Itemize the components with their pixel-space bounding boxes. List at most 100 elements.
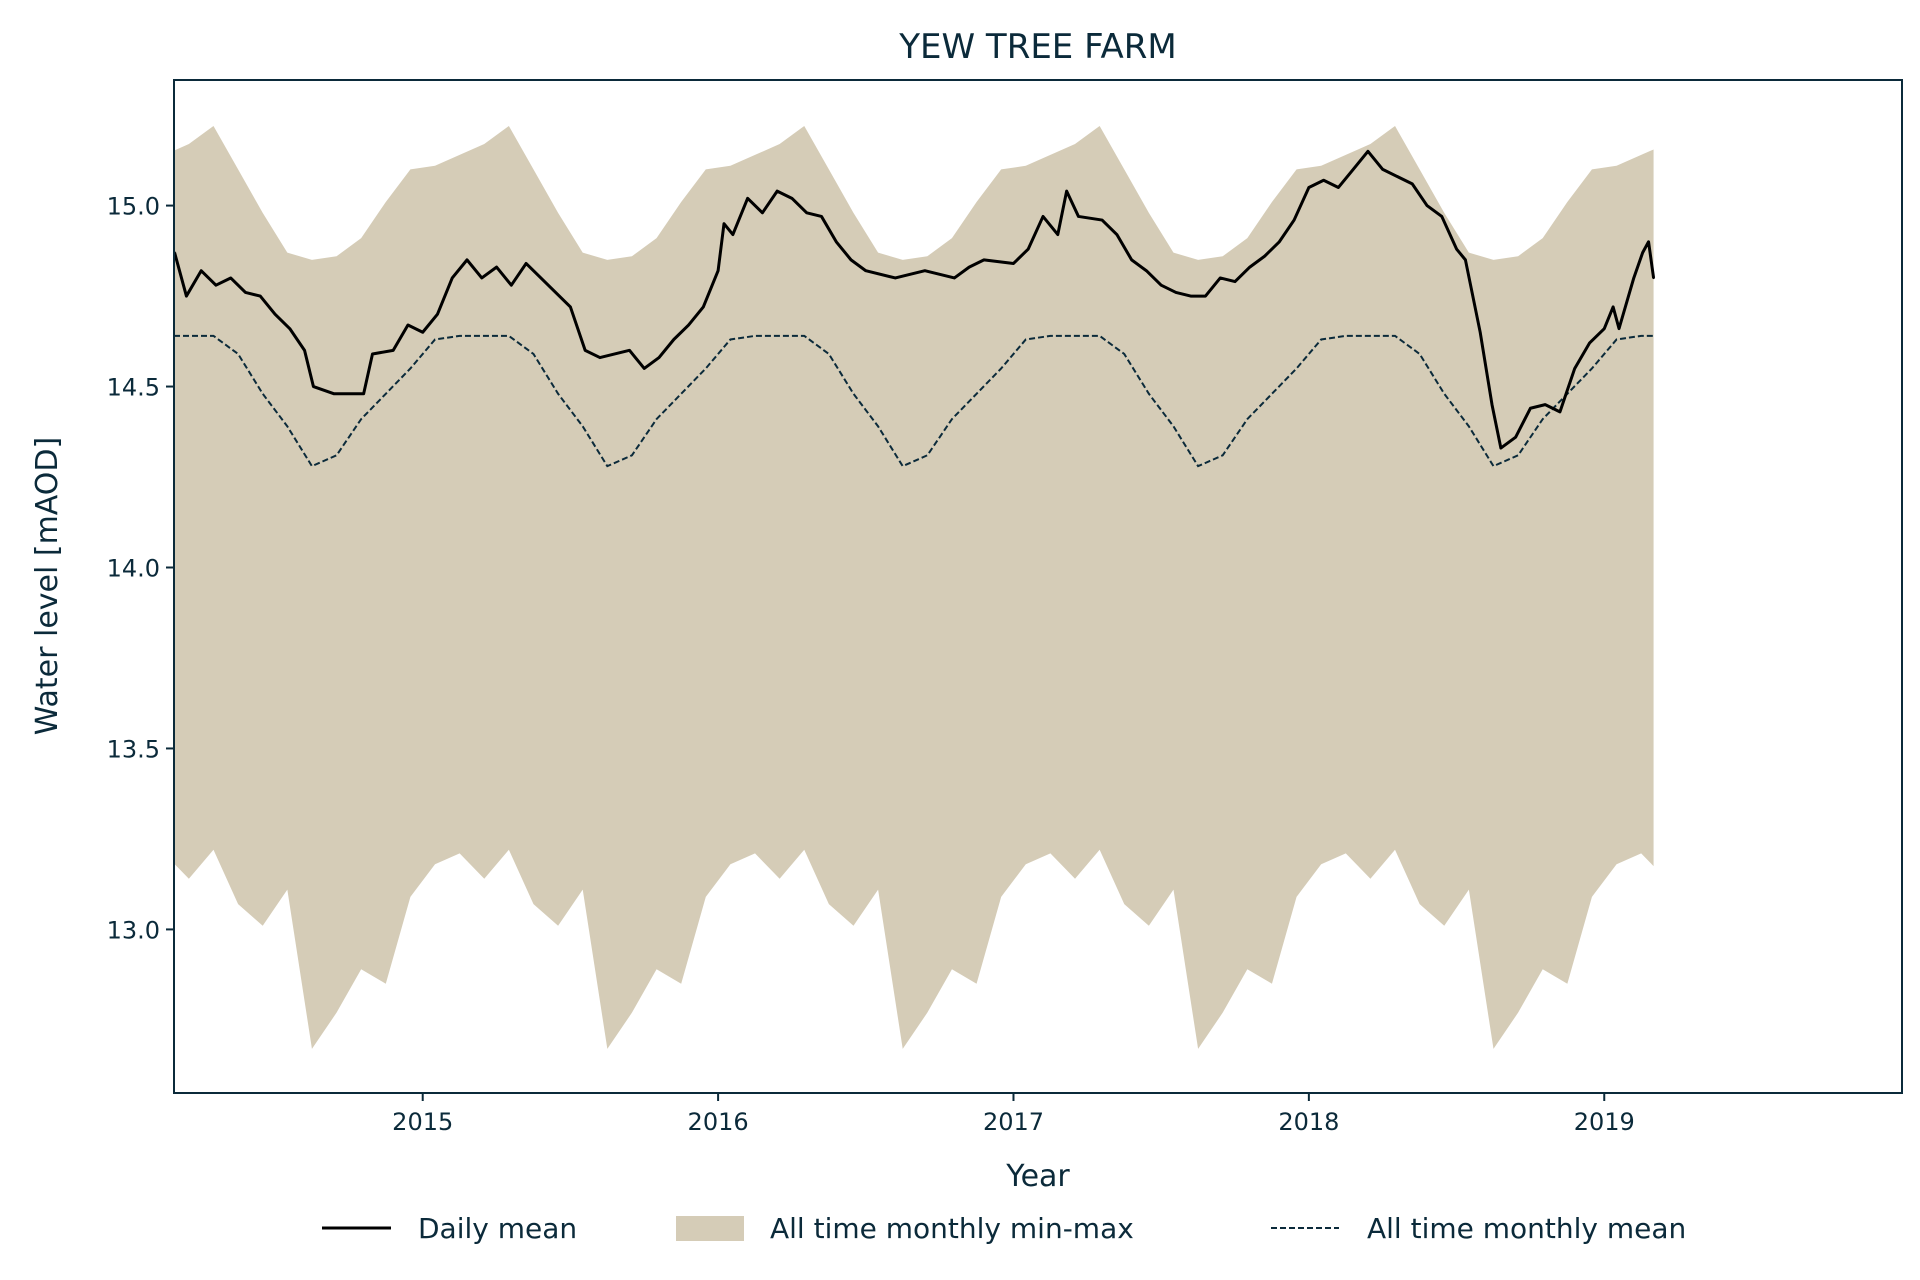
daily-mean-point	[273, 312, 277, 316]
daily-mean-point	[1263, 255, 1266, 258]
daily-mean-point	[303, 349, 306, 352]
daily-mean-point	[687, 323, 690, 327]
daily-mean-point	[436, 312, 439, 316]
axes-frame	[173, 79, 1903, 1094]
y-tick-label: 15.0	[107, 193, 160, 221]
daily-mean-point	[775, 189, 779, 193]
daily-mean-point	[312, 385, 315, 388]
daily-mean-point	[722, 222, 726, 225]
daily-mean-point	[864, 269, 867, 272]
daily-mean-point	[835, 240, 838, 243]
daily-mean-point	[1248, 265, 1251, 269]
daily-mean-point	[1499, 446, 1503, 450]
daily-mean-point	[1366, 150, 1370, 153]
legend: Daily mean All time monthly min-max All …	[322, 1212, 1686, 1245]
daily-mean-point	[1381, 168, 1384, 171]
daily-mean-point	[465, 258, 469, 262]
plot-area	[173, 125, 1656, 1049]
daily-mean-point	[1558, 410, 1562, 414]
chart-title: YEW TREE FARM	[898, 27, 1177, 67]
daily-mean-point	[1012, 262, 1015, 265]
daily-mean-point	[1464, 258, 1467, 262]
daily-mean-point	[716, 269, 720, 272]
daily-mean-point	[1529, 407, 1532, 410]
legend-min-max-label: All time monthly min-max	[770, 1212, 1134, 1245]
daily-mean-point	[953, 276, 956, 280]
x-tick-label: 2017	[983, 1108, 1044, 1136]
daily-mean-point	[214, 284, 218, 287]
daily-mean-point	[480, 276, 483, 280]
daily-mean-point	[1652, 276, 1655, 280]
daily-mean-point	[598, 356, 602, 359]
daily-mean-point	[1322, 179, 1325, 182]
monthly-mean-line	[174, 334, 1654, 468]
daily-mean-point	[583, 349, 587, 352]
daily-mean-point	[371, 352, 374, 356]
daily-mean-point	[731, 233, 735, 236]
daily-mean-point	[1543, 403, 1547, 406]
daily-mean-point	[1056, 233, 1059, 236]
daily-mean-point	[1204, 294, 1207, 298]
daily-mean-point	[510, 284, 513, 287]
daily-mean-point	[643, 367, 646, 370]
daily-mean-point	[1588, 341, 1591, 345]
daily-mean-point	[1611, 305, 1615, 309]
y-tick-label: 13.5	[107, 735, 160, 763]
daily-mean-line	[173, 149, 1656, 450]
daily-mean-point	[849, 258, 853, 262]
daily-mean-point	[229, 276, 232, 280]
x-axis-label: Year	[1005, 1159, 1070, 1194]
daily-mean-point	[1603, 327, 1606, 330]
daily-mean-point	[1632, 276, 1635, 280]
x-axis: 2015 2016 2017 2018 2019	[392, 1093, 1635, 1136]
daily-mean-point	[894, 276, 897, 280]
daily-mean-point	[702, 305, 705, 309]
x-tick-label: 2015	[392, 1108, 453, 1136]
x-tick-label: 2016	[688, 1108, 749, 1136]
daily-mean-point	[524, 262, 528, 265]
daily-mean-point	[1455, 247, 1458, 251]
daily-mean-point	[1189, 294, 1192, 298]
daily-mean-point	[391, 349, 395, 352]
y-axis: 13.0 13.5 14.0 14.5 15.0	[107, 193, 174, 944]
daily-mean-point	[1130, 258, 1133, 262]
daily-mean-point	[259, 294, 262, 298]
daily-mean-point	[554, 291, 557, 294]
daily-mean-point	[362, 392, 365, 395]
daily-mean-point	[1490, 403, 1494, 406]
daily-mean-point	[451, 276, 454, 280]
daily-mean-point	[1641, 251, 1644, 254]
daily-mean-point	[1647, 240, 1650, 243]
legend-min-max-swatch	[676, 1216, 744, 1241]
daily-mean-point	[1307, 186, 1311, 189]
daily-mean-point	[1041, 215, 1045, 218]
daily-mean-point	[1219, 276, 1222, 280]
daily-mean-point	[1159, 284, 1163, 287]
legend-daily-mean-label: Daily mean	[418, 1212, 577, 1245]
daily-mean-point	[982, 258, 986, 262]
daily-mean-point	[1425, 204, 1429, 207]
daily-mean-point	[761, 211, 764, 215]
y-tick-label: 13.0	[107, 916, 160, 944]
daily-mean-point	[923, 269, 927, 272]
daily-mean-point	[199, 269, 203, 272]
daily-mean-point	[1478, 331, 1482, 334]
daily-mean-point	[1514, 436, 1517, 439]
daily-mean-point	[1411, 182, 1414, 186]
x-tick-label: 2018	[1278, 1108, 1339, 1136]
daily-mean-point	[1292, 218, 1296, 222]
daily-mean-point	[1396, 175, 1399, 178]
daily-mean-point	[672, 338, 675, 341]
daily-mean-point	[406, 323, 410, 327]
daily-mean-point	[628, 349, 631, 352]
daily-mean-point	[1278, 240, 1281, 243]
daily-mean-point	[1065, 189, 1068, 193]
daily-mean-point	[185, 294, 188, 298]
daily-mean-point	[539, 276, 543, 280]
daily-mean-point	[790, 197, 794, 200]
x-tick-label: 2019	[1574, 1108, 1635, 1136]
daily-mean-point	[421, 331, 424, 334]
legend-monthly-mean-label: All time monthly mean	[1367, 1212, 1686, 1245]
daily-mean-point	[1617, 327, 1621, 330]
